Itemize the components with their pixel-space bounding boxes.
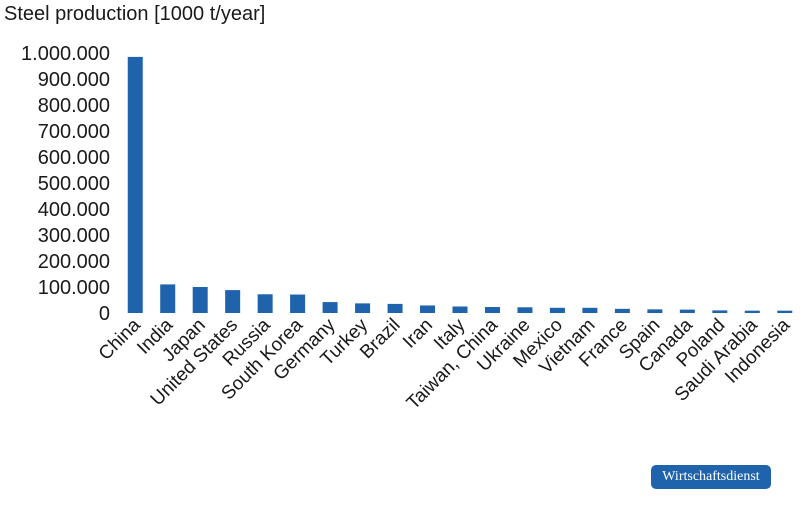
bar <box>614 308 630 313</box>
bar <box>257 294 273 313</box>
y-tick-label: 900.000 <box>38 69 110 91</box>
bar <box>517 307 533 313</box>
y-tick-label: 700.000 <box>38 121 110 143</box>
chart-title: Steel production [1000 t/year] <box>4 3 265 25</box>
bar <box>160 284 176 313</box>
bar <box>777 310 793 313</box>
bar <box>192 287 208 313</box>
bar <box>127 56 143 314</box>
bar <box>322 302 338 313</box>
bar <box>647 309 663 313</box>
y-tick-label: 100.000 <box>38 277 110 299</box>
bar <box>582 307 598 313</box>
bar <box>712 310 728 313</box>
y-tick-label: 200.000 <box>38 251 110 273</box>
bar <box>290 294 306 313</box>
bar <box>484 307 500 313</box>
x-tick-label: Iran <box>399 315 437 353</box>
bar <box>744 310 760 313</box>
bar <box>387 303 403 313</box>
bar <box>225 290 241 313</box>
y-tick-label: 400.000 <box>38 199 110 221</box>
bar <box>420 305 436 313</box>
y-tick-label: 300.000 <box>38 225 110 247</box>
bar <box>452 306 468 313</box>
y-tick-label: 800.000 <box>38 95 110 117</box>
bar <box>549 307 565 313</box>
bar <box>355 303 371 313</box>
y-tick-label: 0 <box>99 303 110 325</box>
bar <box>679 309 695 313</box>
publisher-badge: Wirtschaftsdienst <box>651 465 771 489</box>
y-tick-label: 500.000 <box>38 173 110 195</box>
y-tick-label: 1.000.000 <box>21 43 110 65</box>
y-tick-label: 600.000 <box>38 147 110 169</box>
